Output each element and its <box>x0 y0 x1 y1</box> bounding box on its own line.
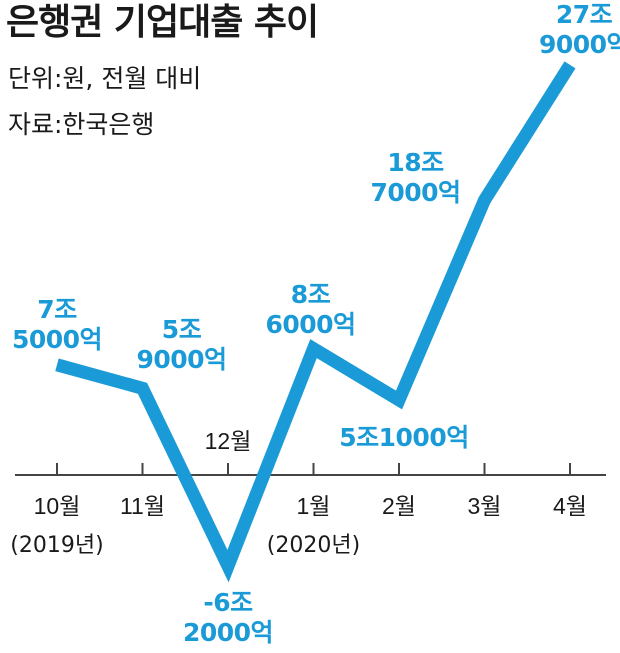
chart-title: 은행권 기업대출 추이 <box>6 2 318 43</box>
data-label: 27조 9000억 <box>539 0 620 59</box>
x-ticks <box>56 463 571 475</box>
x-tick-label: 4월 <box>553 493 587 519</box>
data-label: 5조1000억 <box>339 423 468 452</box>
x-tick-note: (2019년) <box>10 533 103 558</box>
x-tick-label: 12월 <box>205 428 252 454</box>
x-tick-note: (2020년) <box>267 533 360 558</box>
data-label: 5조 9000억 <box>136 315 226 374</box>
x-tick-label: 3월 <box>468 493 502 519</box>
source-note: 자료:한국은행 <box>8 110 154 139</box>
data-label: 18조 7000억 <box>370 148 460 207</box>
x-tick-label: 10월 <box>34 493 81 519</box>
data-label: -6조 2000억 <box>183 588 273 647</box>
x-tick-label: 2월 <box>382 493 416 519</box>
unit-note: 단위:원, 전월 대비 <box>8 64 201 93</box>
x-tick-label: 1월 <box>297 493 331 519</box>
x-tick-label: 11월 <box>120 493 165 519</box>
series-line <box>55 61 576 583</box>
data-label: 8조 6000억 <box>265 280 355 339</box>
data-label: 7조 5000억 <box>12 295 102 354</box>
x-tick-labels: 10월 (2019년) 11월 12월 1월 (2020년) 2월 3월 4월 <box>10 428 587 558</box>
data-labels: 7조 5000억 5조 9000억 -6조 2000억 8조 6000억 5조1000억 18조 7… <box>12 0 620 647</box>
